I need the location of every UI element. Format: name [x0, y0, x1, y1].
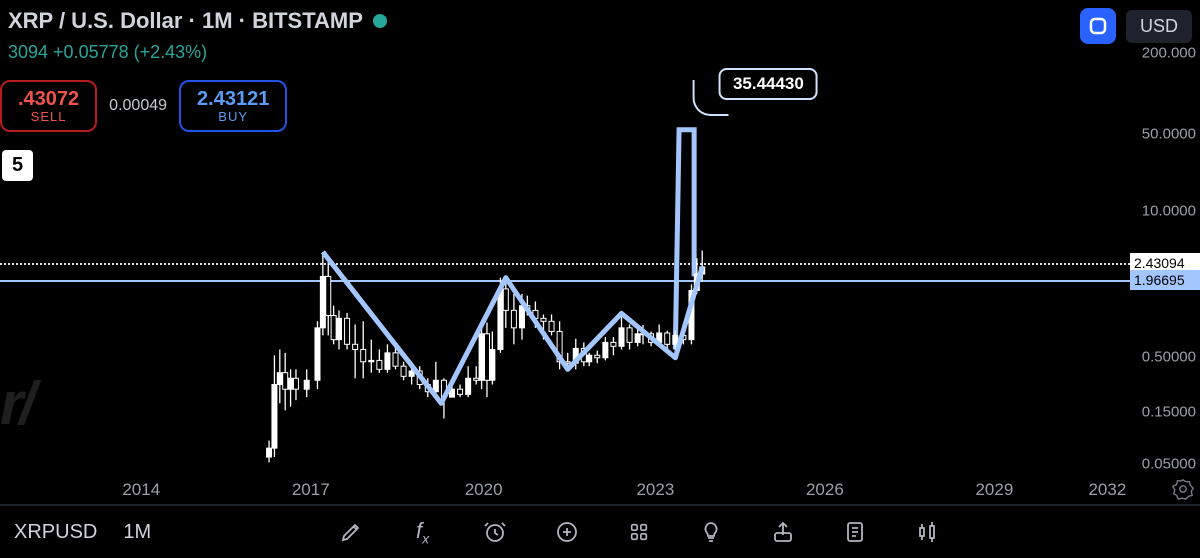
price-chart[interactable]: 35.44430 [0, 40, 1130, 468]
x-tick: 2032 [1088, 480, 1126, 500]
alert-icon[interactable] [482, 519, 508, 545]
x-tick: 2023 [636, 480, 674, 500]
symbol-title[interactable]: XRP / U.S. Dollar · 1M · BITSTAMP [8, 8, 363, 34]
apps-icon[interactable] [626, 519, 652, 545]
support-price-line [0, 280, 1130, 282]
x-tick: 2026 [806, 480, 844, 500]
market-status-dot [373, 14, 387, 28]
pattern-overlay [0, 40, 1130, 468]
chart-settings-icon[interactable] [1172, 478, 1194, 500]
y-tick: 0.15000 [1142, 404, 1196, 421]
toolbar-interval[interactable]: 1M [123, 521, 151, 544]
current-price-line [0, 263, 1130, 265]
y-axis[interactable]: 200.00050.000010.00000.500000.150000.050… [1130, 40, 1200, 468]
bottom-toolbar: XRPUSD 1M fx [0, 504, 1200, 558]
fullscreen-button[interactable] [1080, 8, 1116, 44]
support-price-tag: 1.96695 [1130, 270, 1200, 290]
note-icon[interactable] [842, 519, 868, 545]
toolbar-symbol[interactable]: XRPUSD [14, 521, 97, 544]
y-tick: 0.50000 [1142, 348, 1196, 365]
y-tick: 50.0000 [1142, 126, 1196, 143]
callout-value: 35.44430 [733, 74, 804, 93]
share-icon[interactable] [770, 519, 796, 545]
fx-icon[interactable]: fx [410, 519, 436, 545]
y-tick: 200.000 [1142, 44, 1196, 61]
price-callout[interactable]: 35.44430 [719, 68, 818, 100]
idea-icon[interactable] [698, 519, 724, 545]
x-axis[interactable]: 2014 2017 2020 2023 2026 2029 2032 [0, 474, 1130, 504]
fullscreen-icon [1088, 16, 1108, 36]
currency-selector[interactable]: USD [1126, 10, 1192, 43]
projection-overlay [0, 40, 1130, 468]
pencil-icon[interactable] [338, 519, 364, 545]
y-tick: 0.05000 [1142, 455, 1196, 472]
x-tick: 2029 [975, 480, 1013, 500]
y-tick: 10.0000 [1142, 203, 1196, 220]
candlestick-series [0, 40, 1130, 468]
plus-icon[interactable] [554, 519, 580, 545]
candles-icon[interactable] [914, 519, 940, 545]
x-tick: 2014 [122, 480, 160, 500]
x-tick: 2020 [465, 480, 503, 500]
x-tick: 2017 [292, 480, 330, 500]
